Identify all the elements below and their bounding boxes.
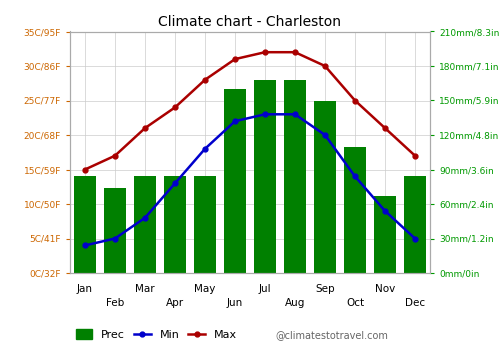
Text: May: May bbox=[194, 284, 216, 294]
Bar bbox=[164, 176, 186, 273]
Text: Dec: Dec bbox=[405, 298, 425, 308]
Text: Nov: Nov bbox=[375, 284, 395, 294]
Bar bbox=[254, 80, 276, 273]
Text: Apr: Apr bbox=[166, 298, 184, 308]
Bar bbox=[74, 176, 96, 273]
Bar bbox=[404, 176, 426, 273]
Text: Oct: Oct bbox=[346, 298, 364, 308]
Text: Jun: Jun bbox=[227, 298, 243, 308]
Text: Sep: Sep bbox=[315, 284, 335, 294]
Text: Jan: Jan bbox=[77, 284, 93, 294]
Legend: Prec, Min, Max: Prec, Min, Max bbox=[76, 329, 237, 340]
Bar bbox=[224, 89, 246, 273]
Bar bbox=[104, 188, 126, 273]
Bar bbox=[284, 80, 306, 273]
Bar bbox=[344, 147, 366, 273]
Bar bbox=[374, 196, 396, 273]
Text: @climatestotravel.com: @climatestotravel.com bbox=[275, 330, 388, 340]
Bar bbox=[194, 176, 216, 273]
Text: Jul: Jul bbox=[258, 284, 272, 294]
Title: Climate chart - Charleston: Climate chart - Charleston bbox=[158, 15, 342, 29]
Text: Aug: Aug bbox=[285, 298, 305, 308]
Bar bbox=[134, 176, 156, 273]
Text: Feb: Feb bbox=[106, 298, 124, 308]
Bar bbox=[314, 100, 336, 273]
Text: Mar: Mar bbox=[135, 284, 155, 294]
